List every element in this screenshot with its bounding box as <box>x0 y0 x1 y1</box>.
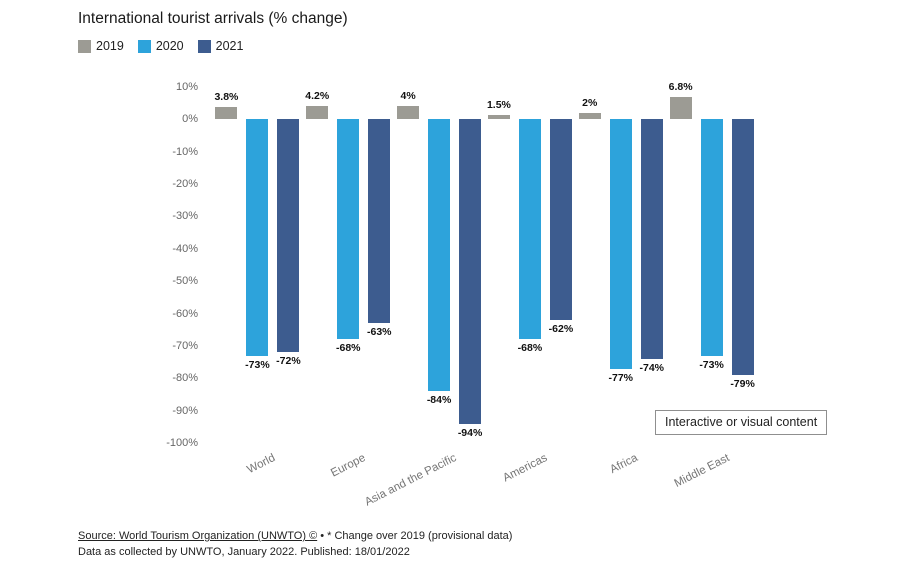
bar-2020-europe[interactable] <box>337 119 360 340</box>
legend-swatch-2021 <box>197 39 211 53</box>
bar-value-label: -77% <box>608 371 633 384</box>
y-tick-label: -20% <box>172 178 198 191</box>
bar-value-label: -73% <box>245 358 270 371</box>
legend-label-2021: 2021 <box>215 39 244 53</box>
footnote: • * Change over 2019 (provisional data) <box>317 530 513 542</box>
bar-value-label: 6.8% <box>668 81 693 94</box>
bar-value-label: 4.2% <box>305 89 330 102</box>
bar-2020-africa[interactable] <box>609 119 632 369</box>
bar-value-label: -73% <box>699 358 724 371</box>
y-tick-label: -80% <box>172 372 198 385</box>
x-category-label-africa: Africa <box>608 452 641 477</box>
y-tick-label: -40% <box>172 242 198 255</box>
bar-value-label: -68% <box>517 342 543 355</box>
y-tick-label: -10% <box>172 145 198 158</box>
bar-2021-world[interactable] <box>277 119 300 353</box>
bar-value-label: -74% <box>639 361 664 374</box>
y-tick-label: 0% <box>182 113 198 126</box>
bar-2020-americas[interactable] <box>518 119 541 340</box>
bar-2020-asia-and-the-pacific[interactable] <box>428 119 451 392</box>
legend: 2019 2020 2021 <box>78 39 243 53</box>
bar-value-label: -72% <box>276 355 301 368</box>
legend-swatch-2020 <box>137 39 151 53</box>
bar-value-label: 4% <box>400 90 416 103</box>
y-tick-label: -100% <box>166 437 198 449</box>
bar-2021-europe[interactable] <box>368 119 391 324</box>
bar-value-label: -63% <box>366 326 392 339</box>
bar-2019-middle-east[interactable] <box>669 97 692 120</box>
bar-2021-asia-and-the-pacific[interactable] <box>459 119 482 424</box>
y-tick-label: -60% <box>172 307 198 320</box>
footer-published-line: Data as collected by UNWTO, January 2022… <box>78 546 410 558</box>
legend-item-2021[interactable]: 2021 <box>197 39 244 53</box>
bar-value-label: -79% <box>730 378 755 391</box>
bar-value-label: -94% <box>457 426 483 439</box>
bar-2019-americas[interactable] <box>487 114 510 120</box>
bar-2021-middle-east[interactable] <box>731 119 754 376</box>
bar-value-label: -84% <box>426 394 452 407</box>
bar-2020-middle-east[interactable] <box>700 119 723 356</box>
bar-value-label: 1.5% <box>486 98 511 111</box>
y-axis: 10% 0% -10% -20% -30% -40% -50% -60% -70% -80% -90… <box>0 0 198 566</box>
bar-2020-world[interactable] <box>246 119 269 356</box>
footer: Source: World Tourism Organization (UNWT… <box>78 528 512 560</box>
bar-value-label: -68% <box>335 342 361 355</box>
bar-value-label: -62% <box>548 323 574 336</box>
legend-item-2020[interactable]: 2020 <box>137 39 184 53</box>
legend-label-2019: 2019 <box>96 39 124 53</box>
x-category-label-world: World <box>244 452 277 477</box>
bar-2019-africa[interactable] <box>578 112 601 120</box>
bar-2021-americas[interactable] <box>549 119 572 320</box>
legend-swatch-2019 <box>78 39 91 53</box>
bar-2019-asia-and-the-pacific[interactable] <box>397 106 420 120</box>
y-tick-label: -90% <box>172 404 198 417</box>
chart-title: International tourist arrivals (% change… <box>78 10 348 27</box>
bar-2019-europe[interactable] <box>306 105 329 120</box>
legend-label-2020: 2020 <box>155 39 184 53</box>
y-tick-label: -30% <box>172 210 198 223</box>
x-category-label-asia-and-the-pacific: Asia and the Pacific <box>363 452 459 509</box>
bar-2019-world[interactable] <box>215 107 238 120</box>
legend-item-2019[interactable]: 2019 <box>78 39 124 53</box>
y-tick-label: 10% <box>175 81 198 93</box>
y-tick-label: -70% <box>172 339 198 352</box>
y-tick-label: -50% <box>172 275 198 288</box>
interactive-content-badge[interactable]: Interactive or visual content <box>655 410 828 435</box>
x-category-label-middle-east: Middle East <box>672 452 732 490</box>
source-link[interactable]: Source: World Tourism Organization (UNWT… <box>78 530 318 542</box>
bar-2021-africa[interactable] <box>640 119 663 359</box>
footer-source-line: Source: World Tourism Organization (UNWT… <box>78 528 512 544</box>
bar-value-label: 2% <box>582 96 598 109</box>
x-category-label-europe: Europe <box>329 452 368 480</box>
x-category-label-americas: Americas <box>501 452 550 485</box>
bar-value-label: 3.8% <box>214 91 239 104</box>
